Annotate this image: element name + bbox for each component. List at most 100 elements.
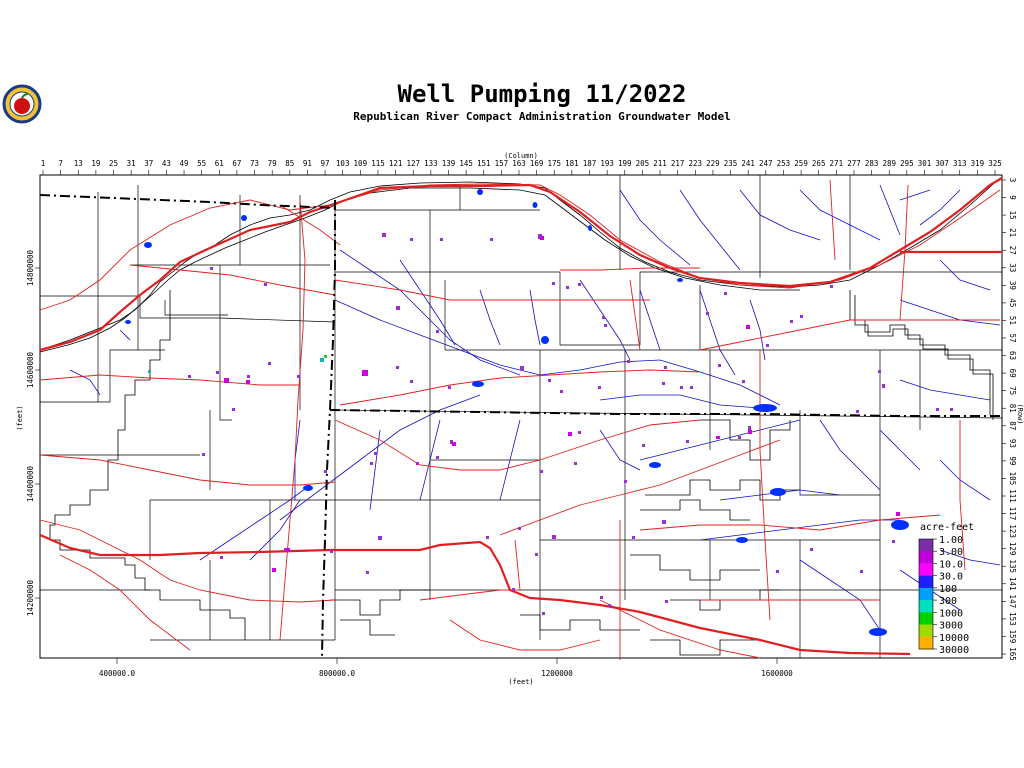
row-tick-label: 75: [1008, 386, 1017, 395]
column-tick-label: 121: [389, 159, 403, 168]
column-tick-label: 211: [653, 159, 667, 168]
legend-label: 3.00: [939, 547, 963, 558]
column-tick-label: 289: [882, 159, 896, 168]
column-tick-label: 31: [127, 159, 136, 168]
streams: [69, 184, 1001, 631]
rrca-logo: [2, 84, 42, 124]
y-feet-tick-label: 14400000: [26, 465, 35, 502]
column-tick-label: 109: [354, 159, 368, 168]
row-tick-label: 51: [1008, 316, 1017, 325]
legend-swatch: [919, 600, 933, 613]
column-tick-label: 157: [495, 159, 509, 168]
legend-label: 10000: [939, 633, 969, 644]
legend-swatch: [919, 575, 933, 589]
roads: [39, 177, 1003, 660]
column-tick-label: 235: [724, 159, 738, 168]
column-axis-label: (Column): [504, 152, 538, 160]
y-feet-tick-label: 14600000: [26, 351, 35, 388]
x-feet-tick-label: 1600000: [761, 669, 793, 678]
column-tick-label: 67: [232, 159, 241, 168]
model-boundary: [39, 177, 1001, 656]
legend-label: 1.00: [939, 535, 963, 546]
column-tick-label: 301: [918, 159, 932, 168]
row-tick-label: 159: [1008, 630, 1017, 644]
x-feet-tick-label: 800000.0: [319, 669, 356, 678]
reservoirs: [125, 189, 909, 636]
row-tick-label: 21: [1008, 228, 1017, 237]
row-tick-label: 9: [1008, 195, 1017, 200]
column-tick-label: 25: [109, 159, 118, 168]
column-tick-label: 241: [741, 159, 755, 168]
column-tick-label: 145: [459, 159, 473, 168]
y-feet-ticks: 14800000 14600000 14400000 14200000: [26, 249, 40, 616]
column-tick-label: 307: [935, 159, 949, 168]
column-tick-label: 193: [600, 159, 614, 168]
column-tick-label: 1: [41, 159, 46, 168]
row-tick-label: 135: [1008, 559, 1017, 573]
row-tick-label: 111: [1008, 489, 1017, 503]
legend-label: 10.0: [939, 559, 963, 570]
column-tick-label: 103: [336, 159, 350, 168]
x-feet-axis-label: (feet): [508, 678, 533, 686]
row-tick-label: 87: [1008, 421, 1017, 430]
row-tick-label: 153: [1008, 612, 1017, 626]
column-tick-label: 169: [530, 159, 544, 168]
row-tick-label: 57: [1008, 333, 1017, 342]
column-ticks: 1 7 13 19 25 31 37 43 49 55 61 67 73 79 85 91 97 103 109 11…: [41, 159, 1002, 175]
map-title: Well Pumping 11/2022: [397, 80, 687, 108]
row-tick-label: 165: [1008, 647, 1017, 661]
legend-label: 3000: [939, 621, 963, 632]
column-tick-label: 277: [847, 159, 861, 168]
y-feet-axis-label: (feet): [16, 405, 24, 430]
legend-label: 300: [939, 596, 957, 607]
legend-swatch: [919, 539, 933, 552]
column-tick-label: 91: [303, 159, 312, 168]
row-tick-label: 141: [1008, 577, 1017, 591]
column-tick-label: 49: [180, 159, 189, 168]
column-tick-label: 259: [794, 159, 808, 168]
x-feet-tick-label: 400000.0: [99, 669, 136, 678]
column-tick-label: 151: [477, 159, 491, 168]
column-tick-label: 217: [671, 159, 685, 168]
column-tick-label: 163: [512, 159, 526, 168]
column-tick-label: 175: [547, 159, 561, 168]
column-tick-label: 43: [162, 159, 171, 168]
column-tick-label: 205: [636, 159, 650, 168]
row-tick-label: 99: [1008, 456, 1017, 465]
row-tick-label: 15: [1008, 211, 1017, 220]
column-tick-label: 97: [321, 159, 330, 168]
legend-swatch: [919, 587, 933, 601]
column-tick-label: 181: [565, 159, 579, 168]
column-tick-label: 187: [583, 159, 597, 168]
column-tick-label: 127: [406, 159, 420, 168]
column-tick-label: 79: [268, 159, 277, 168]
row-tick-label: 63: [1008, 351, 1017, 360]
legend-label: 100: [939, 584, 957, 595]
legend-swatch: [919, 624, 933, 638]
column-tick-label: 265: [812, 159, 826, 168]
legend-frame: [918, 538, 934, 650]
y-feet-tick-label: 14800000: [26, 249, 35, 286]
column-tick-label: 7: [58, 159, 63, 168]
legend-swatch: [919, 563, 933, 577]
y-feet-tick-label: 14200000: [26, 579, 35, 616]
column-tick-label: 37: [144, 159, 153, 168]
map-subtitle: Republican River Compact Administration …: [353, 110, 731, 123]
row-tick-label: 129: [1008, 542, 1017, 556]
column-tick-label: 55: [197, 159, 206, 168]
row-tick-label: 27: [1008, 246, 1017, 255]
column-tick-label: 115: [371, 159, 385, 168]
map-frame: [39, 174, 1003, 659]
row-tick-label: 123: [1008, 524, 1017, 538]
legend-swatch: [919, 551, 933, 564]
row-tick-label: 69: [1008, 369, 1017, 378]
row-ticks: 3915212733394551576369758187939910511111…: [1002, 178, 1017, 661]
column-tick-label: 139: [442, 159, 456, 168]
well-pumping-cells: [148, 233, 953, 615]
row-tick-label: 81: [1008, 404, 1017, 413]
column-tick-label: 223: [689, 159, 703, 168]
column-tick-label: 313: [953, 159, 967, 168]
row-tick-label: 45: [1008, 298, 1017, 307]
